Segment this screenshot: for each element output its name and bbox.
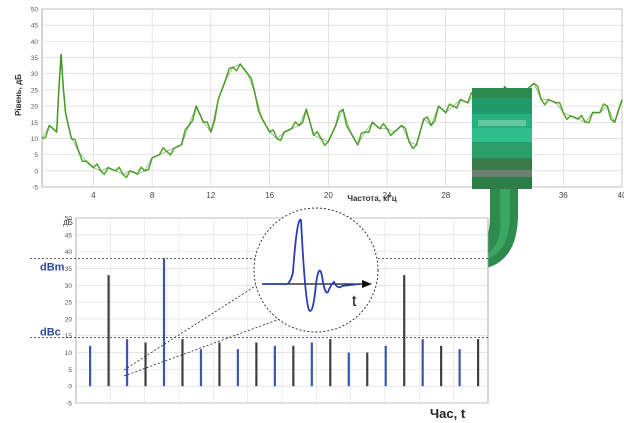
top-x-tick-label: 24 [383, 191, 392, 200]
bottom-y-tick-label: 10 [65, 350, 73, 357]
bottom-chart-x-axis-label: Час, t [430, 406, 466, 421]
top-y-tick-label: -5 [32, 185, 38, 192]
pulse-bar [458, 349, 461, 387]
bottom-y-tick-label: 0 [68, 384, 72, 391]
bottom-y-tick-label: 15 [65, 333, 73, 340]
arrow-column-light [478, 120, 526, 126]
top-y-tick-label: 50 [31, 7, 39, 14]
pulse-bar [366, 352, 369, 387]
arrow-column-band-6 [472, 177, 532, 189]
top-chart-y-axis-label: Рівень, дБ [14, 74, 23, 116]
inset-pulse-waveform [264, 219, 361, 312]
top-y-tick-label: 5 [34, 152, 38, 159]
pulse-bar [236, 349, 240, 387]
top-x-tick-label: 12 [206, 191, 215, 200]
inset-t-label: t [352, 293, 357, 310]
pulse-bar [384, 345, 387, 387]
pulse-bar [162, 258, 166, 387]
bottom-y-tick-label: 40 [65, 249, 73, 256]
top-y-tick-label: 15 [31, 120, 39, 127]
top-x-tick-label: 20 [324, 191, 333, 200]
arrow-column-gray-band [472, 170, 532, 177]
zoom-line-lower [123, 315, 289, 377]
arrow-column-top [472, 88, 532, 98]
top-y-tick-label: 20 [31, 104, 39, 111]
pulse-bar [199, 349, 203, 387]
top-x-tick-label: 16 [265, 191, 274, 200]
pulse-bar [218, 342, 221, 387]
bottom-chart-y-axis-label: дБ [63, 218, 73, 227]
pulse-bar [310, 342, 313, 387]
dbm-label: dBm [40, 261, 65, 273]
bottom-y-tick-label: 20 [65, 316, 73, 323]
bottom-y-tick-label: 45 [65, 232, 73, 239]
top-y-tick-label: 35 [31, 55, 39, 62]
pulse-bar [181, 339, 184, 387]
pulse-bar [403, 275, 406, 387]
bottom-y-tick-label: 30 [65, 283, 73, 290]
top-x-tick-label: 40 [618, 191, 624, 200]
top-y-tick-label: 10 [31, 136, 39, 143]
dbc-label: dBc [40, 326, 61, 338]
arrow-column-band-4 [472, 142, 532, 158]
pulse-bar [292, 345, 295, 387]
top-chart-x-axis-label: Частота, кГц [347, 194, 396, 203]
pulse-bar [347, 352, 350, 387]
pulse-bar [144, 342, 147, 387]
pulse-bar [477, 339, 480, 387]
bottom-y-tick-label: 35 [65, 266, 73, 273]
top-y-tick-label: 0 [34, 168, 38, 175]
zoom-line-upper [123, 277, 269, 371]
inset-circle [253, 207, 379, 333]
pulse-bar [440, 345, 443, 387]
pulse-bar [255, 342, 258, 387]
bottom-chart-bars [89, 258, 480, 387]
arrow-column-band-1 [472, 98, 532, 114]
pulse-inset: t [123, 207, 379, 377]
top-x-tick-label: 8 [150, 191, 155, 200]
bottom-y-tick-label: -5 [66, 401, 72, 408]
bottom-y-tick-label: 25 [65, 300, 73, 307]
top-x-tick-label: 28 [441, 191, 450, 200]
pulse-bar [107, 275, 110, 387]
arrow-column-band-3 [472, 128, 532, 142]
top-y-tick-label: 30 [31, 71, 39, 78]
top-y-tick-label: 45 [31, 23, 39, 30]
inset-arrowhead [362, 280, 372, 288]
top-x-tick-label: 36 [559, 191, 568, 200]
top-y-tick-label: 40 [31, 39, 39, 46]
arrow-column-band-5 [472, 158, 532, 170]
pulse-bar [421, 339, 424, 387]
bottom-y-tick-label: 50 [65, 216, 73, 223]
pulse-bar [89, 345, 92, 387]
top-chart-plot-area [41, 8, 623, 188]
bottom-y-tick-label: 5 [68, 367, 72, 374]
pulse-bar [273, 345, 276, 387]
arrow-bend-highlight [458, 189, 510, 262]
pulse-bar [125, 339, 129, 387]
pulse-bar [329, 339, 332, 387]
top-x-tick-label: 4 [91, 191, 96, 200]
top-y-tick-label: 25 [31, 87, 39, 94]
